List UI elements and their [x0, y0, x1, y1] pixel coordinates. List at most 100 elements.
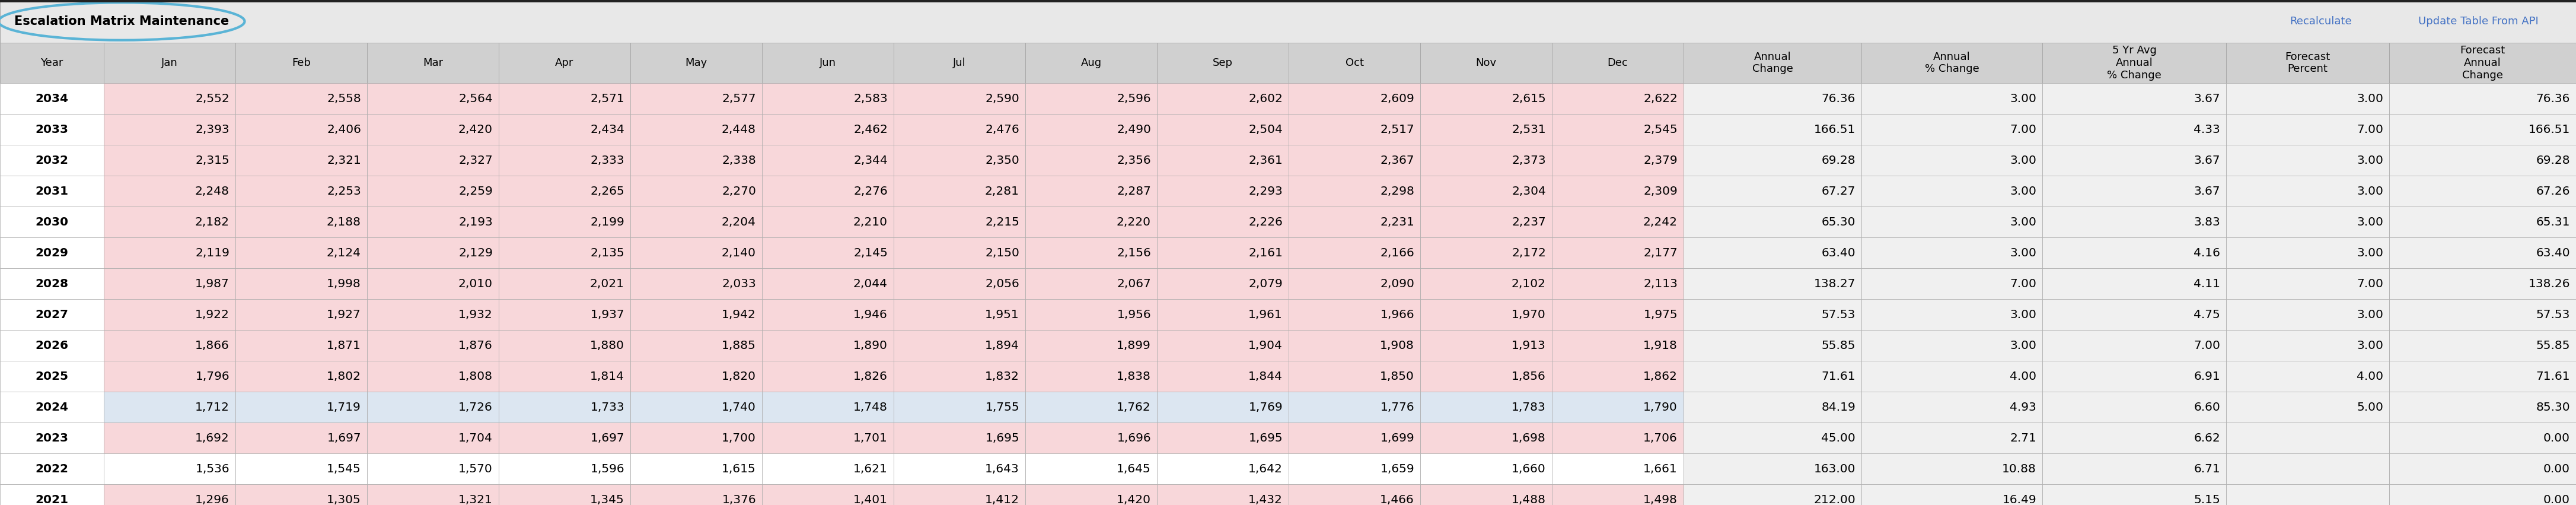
- Bar: [894, 361, 1025, 392]
- Text: 2,172: 2,172: [1512, 247, 1546, 259]
- Text: 2,237: 2,237: [1512, 216, 1546, 228]
- Text: 2,140: 2,140: [721, 247, 757, 259]
- Bar: [2226, 114, 2388, 145]
- Bar: [894, 423, 1025, 453]
- Text: 1,706: 1,706: [1643, 432, 1677, 443]
- Bar: [2388, 207, 2576, 237]
- Bar: [366, 330, 500, 361]
- Bar: [1288, 268, 1419, 299]
- Text: 2,448: 2,448: [721, 124, 757, 135]
- Bar: [1862, 176, 2043, 207]
- Text: 1,866: 1,866: [196, 340, 229, 351]
- Bar: [234, 423, 366, 453]
- Bar: [234, 207, 366, 237]
- Text: 4.33: 4.33: [2195, 124, 2221, 135]
- Bar: [2226, 145, 2388, 176]
- Text: 2,367: 2,367: [1381, 155, 1414, 166]
- Text: 1,642: 1,642: [1249, 463, 1283, 474]
- Bar: [1685, 299, 1862, 330]
- Text: 2,287: 2,287: [1118, 185, 1151, 197]
- Bar: [1157, 361, 1288, 392]
- Bar: [1025, 453, 1157, 484]
- Bar: [234, 83, 366, 114]
- Bar: [500, 114, 631, 145]
- Text: 4.00: 4.00: [2357, 371, 2383, 382]
- Text: 2,596: 2,596: [1118, 93, 1151, 104]
- Bar: [103, 453, 234, 484]
- Bar: [2043, 145, 2226, 176]
- Bar: [1025, 237, 1157, 268]
- Bar: [2388, 176, 2576, 207]
- Text: 2,327: 2,327: [459, 155, 492, 166]
- Bar: [894, 176, 1025, 207]
- Text: 6.71: 6.71: [2195, 463, 2221, 474]
- Text: 2,490: 2,490: [1118, 124, 1151, 135]
- Text: 55.85: 55.85: [2535, 340, 2571, 351]
- Text: 3.00: 3.00: [2009, 247, 2038, 259]
- Bar: [1419, 83, 1551, 114]
- Text: Jun: Jun: [819, 58, 837, 68]
- Text: 2028: 2028: [36, 278, 70, 289]
- Bar: [1862, 453, 2043, 484]
- Bar: [2226, 423, 2388, 453]
- Text: 2,609: 2,609: [1381, 93, 1414, 104]
- Bar: [1288, 43, 1419, 83]
- Bar: [1551, 392, 1685, 423]
- Text: 1,862: 1,862: [1643, 371, 1677, 382]
- Text: 1,696: 1,696: [1118, 432, 1151, 443]
- Text: Sep: Sep: [1213, 58, 1234, 68]
- Bar: [1157, 392, 1288, 423]
- Text: 1,697: 1,697: [590, 432, 623, 443]
- Text: 3.00: 3.00: [2357, 155, 2383, 166]
- Text: 2,615: 2,615: [1512, 93, 1546, 104]
- Bar: [762, 330, 894, 361]
- Text: 7.00: 7.00: [2195, 340, 2221, 351]
- Bar: [1862, 237, 2043, 268]
- Bar: [1025, 330, 1157, 361]
- Text: 2031: 2031: [36, 185, 70, 197]
- Bar: [234, 361, 366, 392]
- Bar: [0, 299, 103, 330]
- Text: 69.28: 69.28: [1821, 155, 1855, 166]
- Text: 1,615: 1,615: [721, 463, 757, 474]
- Bar: [2388, 237, 2576, 268]
- Text: 1,748: 1,748: [853, 401, 889, 413]
- Bar: [1685, 176, 1862, 207]
- Text: 1,832: 1,832: [984, 371, 1020, 382]
- Bar: [1685, 392, 1862, 423]
- Bar: [1551, 83, 1685, 114]
- Text: 2,545: 2,545: [1643, 124, 1677, 135]
- Text: 212.00: 212.00: [1814, 494, 1855, 505]
- Bar: [2226, 299, 2388, 330]
- Bar: [0, 176, 103, 207]
- Text: 1,871: 1,871: [327, 340, 361, 351]
- Bar: [500, 453, 631, 484]
- Text: 2033: 2033: [36, 124, 70, 135]
- Bar: [500, 361, 631, 392]
- Text: 2023: 2023: [36, 432, 70, 443]
- Bar: [2043, 176, 2226, 207]
- Text: 1,498: 1,498: [1643, 494, 1677, 505]
- Bar: [894, 453, 1025, 484]
- Bar: [1288, 423, 1419, 453]
- Bar: [1025, 268, 1157, 299]
- Bar: [1157, 83, 1288, 114]
- Text: 1,808: 1,808: [459, 371, 492, 382]
- Bar: [894, 330, 1025, 361]
- Bar: [234, 268, 366, 299]
- Bar: [1025, 145, 1157, 176]
- Bar: [1025, 176, 1157, 207]
- Bar: [0, 484, 103, 505]
- Bar: [1288, 207, 1419, 237]
- Text: 65.31: 65.31: [2535, 216, 2571, 228]
- Bar: [631, 43, 762, 83]
- Text: 1,844: 1,844: [1249, 371, 1283, 382]
- Text: 4.00: 4.00: [2009, 371, 2038, 382]
- Text: 7.00: 7.00: [2009, 124, 2038, 135]
- Bar: [2043, 43, 2226, 83]
- Bar: [1288, 83, 1419, 114]
- Text: 1,850: 1,850: [1381, 371, 1414, 382]
- Text: 1,856: 1,856: [1512, 371, 1546, 382]
- Text: 2,102: 2,102: [1512, 278, 1546, 289]
- Bar: [1288, 237, 1419, 268]
